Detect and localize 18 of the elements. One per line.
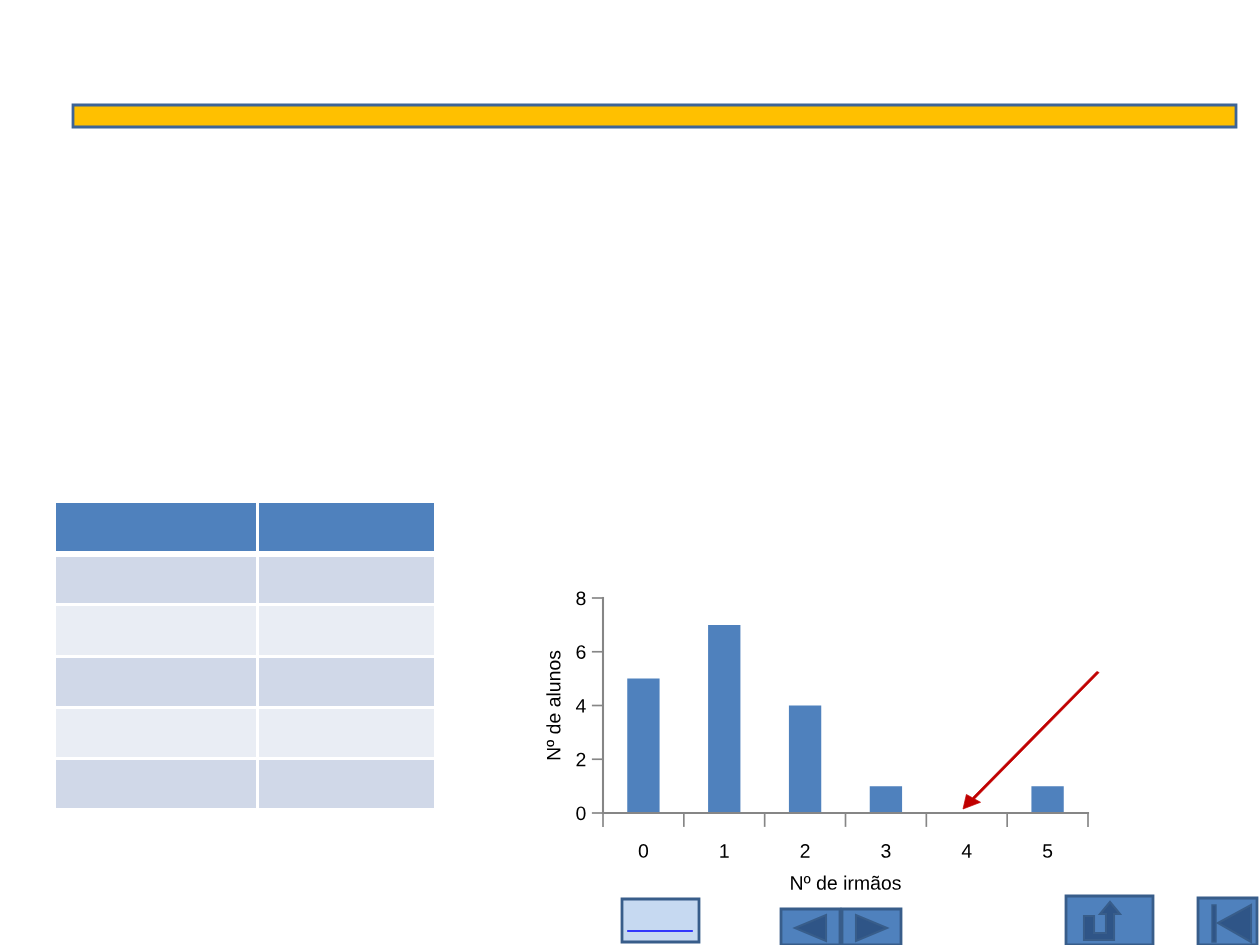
bar [708,624,741,813]
y-axis-title: Nº de alunos [546,650,561,760]
y-tick-label: 4 [575,699,586,713]
x-tick-label: 5 [1042,844,1053,858]
bar [788,705,822,813]
y-tick-label: 0 [576,806,586,821]
x-tick-label: 3 [881,844,891,858]
x-tick-label: 4 [961,844,972,858]
bar [627,678,660,813]
y-tick-label: 8 [576,591,586,606]
y-tick-label: 6 [576,645,586,659]
x-tick-label: 2 [800,844,810,858]
x-tick-label: 0 [638,844,649,858]
bar [869,786,903,813]
x-tick-label: 1 [720,844,729,858]
bar [1031,786,1064,813]
x-axis-title: Nº de irmãos [791,875,901,890]
y-tick-label: 2 [576,752,586,767]
